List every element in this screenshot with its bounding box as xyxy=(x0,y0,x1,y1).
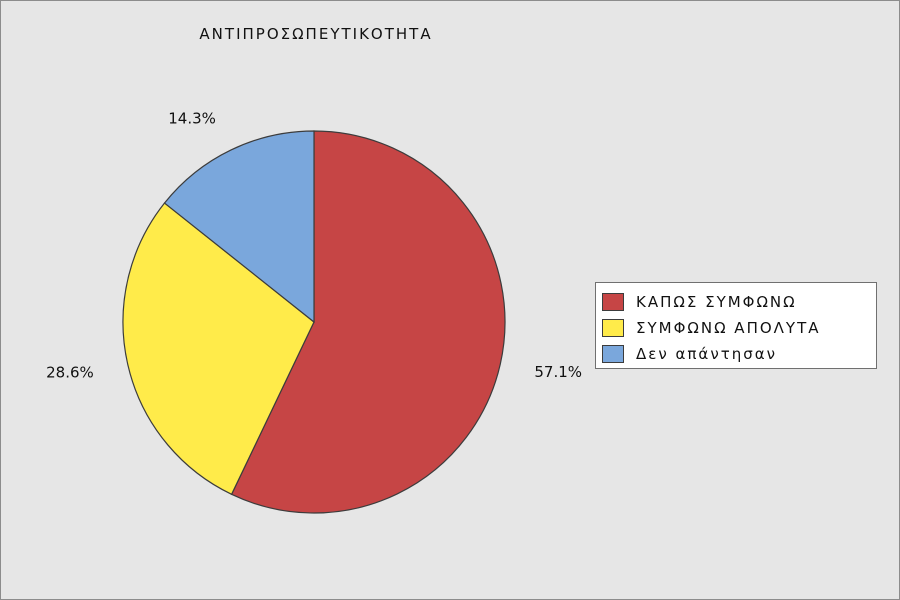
legend-swatch-kapos-symfono xyxy=(602,293,624,311)
legend-label: ΚΑΠΩΣ ΣΥΜΦΩΝΩ xyxy=(636,293,797,311)
legend-label: Δεν απάντησαν xyxy=(636,345,778,363)
pie-slice-symfono-apolyta xyxy=(122,202,315,496)
data-label-kapos-symfono: 57.1% xyxy=(534,363,582,381)
legend-swatch-den-apantisan xyxy=(602,345,624,363)
legend-label: ΣΥΜΦΩΝΩ ΑΠΟΛΥΤΑ xyxy=(636,319,821,337)
legend-item-symfono-apolyta: ΣΥΜΦΩΝΩ ΑΠΟΛΥΤΑ xyxy=(596,315,876,341)
data-label-symfono-apolyta: 28.6% xyxy=(46,364,94,382)
chart-title: ΑΝΤΙΠΡΟΣΩΠΕΥΤΙΚΟΤΗΤΑ xyxy=(199,25,433,43)
legend: ΚΑΠΩΣ ΣΥΜΦΩΝΩ ΣΥΜΦΩΝΩ ΑΠΟΛΥΤΑ Δεν απάντη… xyxy=(595,282,877,369)
pie-slice-kapos-symfono xyxy=(230,130,506,514)
legend-item-kapos-symfono: ΚΑΠΩΣ ΣΥΜΦΩΝΩ xyxy=(596,289,876,315)
legend-swatch-symfono-apolyta xyxy=(602,319,624,337)
legend-item-den-apantisan: Δεν απάντησαν xyxy=(596,341,876,367)
data-label-den-apantisan: 14.3% xyxy=(168,109,216,127)
pie-slice-den-apantisan xyxy=(163,130,315,324)
